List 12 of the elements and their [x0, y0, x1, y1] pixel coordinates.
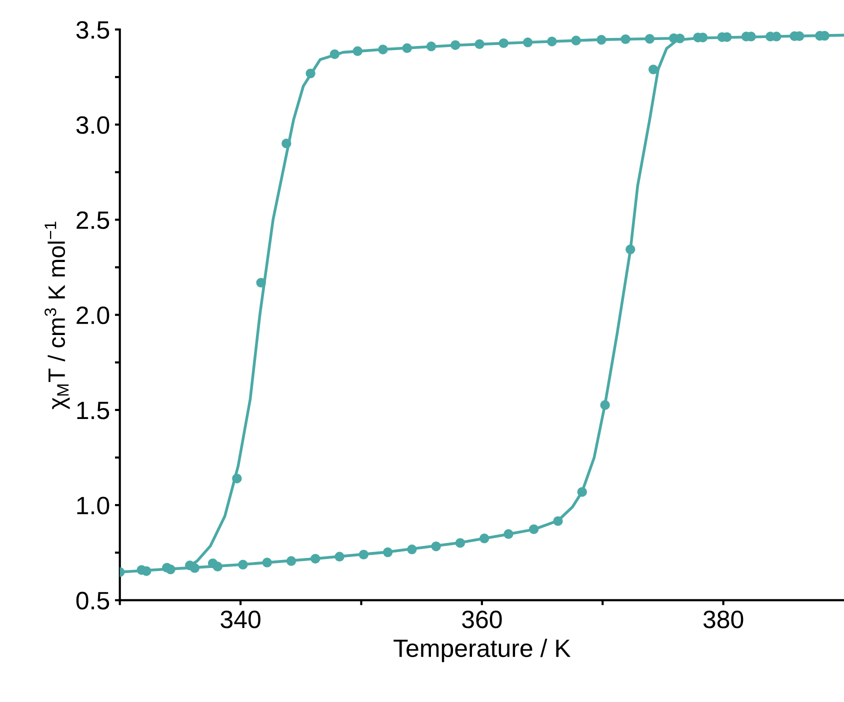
y-tick-label: 2.5: [76, 211, 110, 230]
x-tick-label: 380: [703, 610, 744, 628]
y-tick-label: 1.5: [77, 402, 110, 420]
y-tick-label: 0.5: [76, 592, 110, 610]
y-tick-label: 3.0: [76, 116, 110, 134]
y-tick-label: 3.5: [76, 21, 110, 39]
y-tick-label: 2.0: [76, 306, 110, 324]
x-tick-label: 340: [220, 610, 260, 628]
x-axis-title: Temperature / K: [394, 638, 571, 662]
y-axis-title: χ$_{M}$T / cm$^{3}$ K mol$^{−1}$: [44, 222, 70, 410]
x-tick-label: 360: [462, 610, 502, 628]
y-tick-label: 1.0: [77, 496, 110, 514]
